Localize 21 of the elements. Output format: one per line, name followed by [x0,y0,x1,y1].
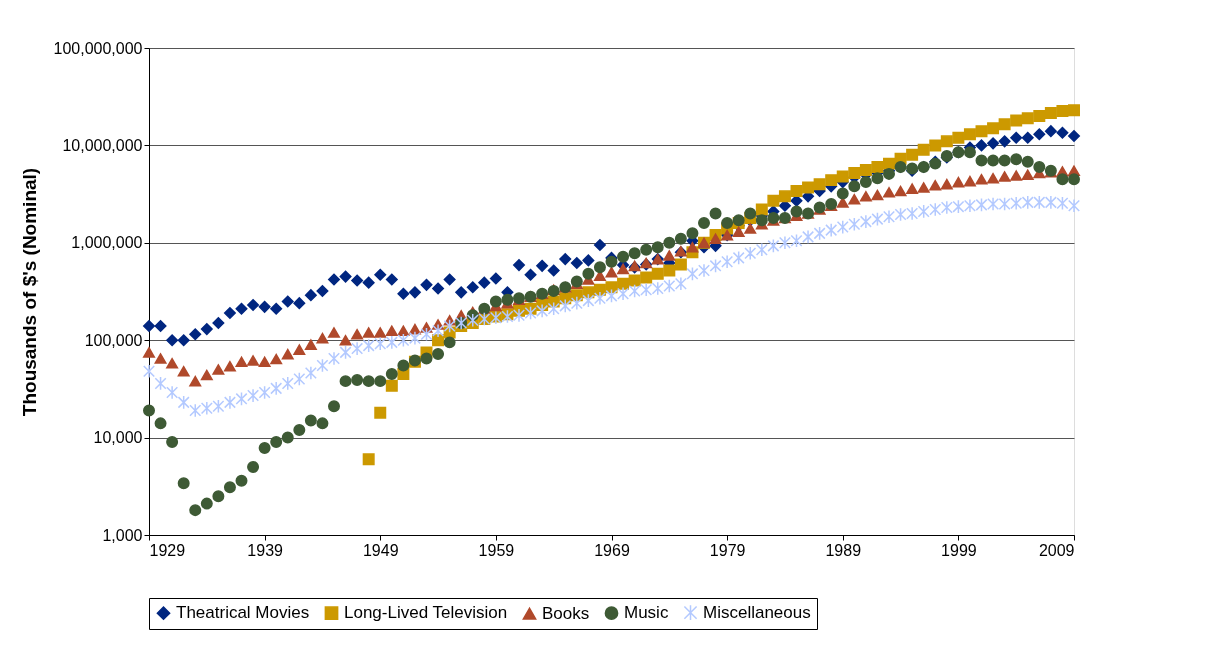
y-tick-label: 1,000,000 [71,234,143,252]
legend-label: Books [542,603,590,623]
legend-label: Miscellaneous [703,602,811,622]
y-tick-label: 10,000,000 [62,136,143,154]
x-tick-label: 1949 [362,541,399,559]
y-tick-label: 1,000 [102,526,143,544]
x-tick-label: 1979 [709,541,746,559]
x-tick-label: 1959 [478,541,515,559]
legend-label: Music [624,603,669,623]
legend-label: Long-Lived Television [344,603,508,623]
x-tick-label: 1969 [594,541,630,559]
x-tick-label: 1989 [825,541,862,559]
x-tick-label: 2009 [1038,541,1075,559]
x-tick-label: 1939 [247,541,284,559]
y-tick-label: 100,000,000 [53,39,143,57]
y-tick-label: 100,000 [84,331,143,349]
legend-label: Theatrical Movies [176,603,310,623]
x-tick-label: 1999 [941,541,977,559]
x-tick-label: 1929 [149,541,186,559]
y-tick-label: 10,000 [93,429,143,447]
y-axis-title: Thousands of $'s (Nominal) [18,167,40,417]
